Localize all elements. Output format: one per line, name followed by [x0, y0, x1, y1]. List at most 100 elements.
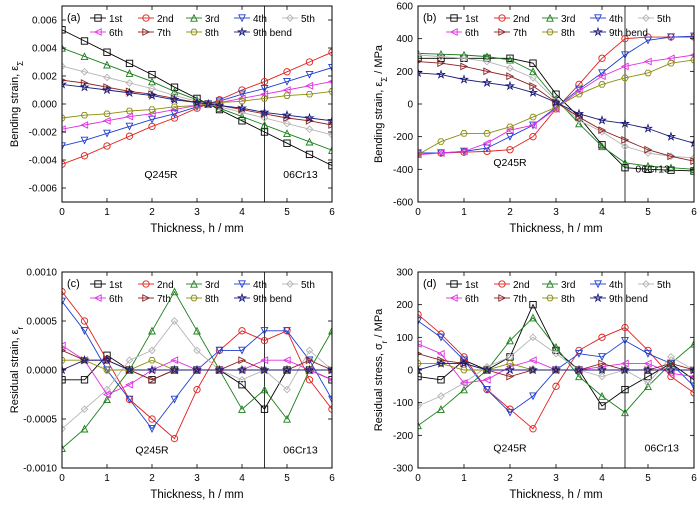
- data-point: [459, 379, 468, 387]
- data-point: [598, 69, 606, 78]
- data-point: [482, 375, 491, 384]
- data-point: [460, 130, 468, 137]
- data-point: [667, 59, 675, 67]
- y-tick-label: 600: [396, 2, 413, 13]
- data-point: [80, 111, 89, 119]
- data-point: [62, 356, 66, 364]
- legend-item: 7th: [138, 294, 171, 305]
- data-point: [644, 161, 652, 170]
- legend-marker: [546, 279, 554, 288]
- data-point: [621, 136, 630, 144]
- y-tick-label: 100: [396, 333, 413, 344]
- data-point: [621, 74, 629, 82]
- legend-item: 4th: [590, 280, 623, 291]
- data-point: [124, 87, 135, 98]
- series-7: [62, 88, 332, 122]
- legend-item: 7th: [138, 28, 171, 39]
- legend-item: 9th bend: [234, 26, 292, 39]
- x-tick-label: 1: [461, 473, 467, 484]
- legend-marker: [190, 294, 198, 302]
- legend-label: 1st: [109, 14, 123, 25]
- data-point: [283, 68, 291, 76]
- legend-item: 6th: [90, 294, 123, 305]
- data-point: [238, 327, 246, 335]
- x-tick-label: 0: [415, 207, 421, 218]
- data-point: [148, 415, 156, 423]
- data-point: [283, 77, 291, 86]
- y-axis-label: Residual strain, εr: [9, 326, 25, 413]
- legend-marker: [142, 280, 150, 288]
- y-tick-label: -100: [393, 398, 413, 409]
- x-tick-label: 6: [691, 473, 697, 484]
- series-line: [62, 359, 332, 371]
- data-point: [328, 88, 332, 95]
- legend-item: 7th: [494, 28, 527, 39]
- legend-label: 4th: [253, 280, 267, 291]
- legend-label: 5th: [657, 14, 671, 25]
- legend-item: 2nd: [494, 14, 530, 25]
- data-point: [305, 70, 314, 79]
- y-tick-label: 200: [396, 300, 413, 311]
- data-point: [665, 131, 677, 141]
- data-point: [148, 356, 156, 364]
- legend-item: 5th: [638, 280, 671, 291]
- data-point: [305, 125, 314, 134]
- data-point: [282, 356, 291, 365]
- data-point: [666, 54, 675, 63]
- y-tick-label: 0: [407, 100, 413, 111]
- data-point: [260, 336, 269, 345]
- data-point: [305, 150, 314, 159]
- data-point: [575, 350, 583, 358]
- data-point: [103, 142, 111, 150]
- data-point: [191, 97, 203, 107]
- legend-marker: [450, 14, 458, 22]
- data-point: [193, 346, 201, 355]
- y-tick-label: -0.006: [29, 184, 58, 195]
- legend-marker: [190, 279, 198, 288]
- data-point: [504, 80, 516, 91]
- data-point: [596, 115, 608, 125]
- legend-label: 1st: [465, 280, 479, 291]
- x-tick-label: 6: [691, 207, 697, 218]
- data-point: [283, 92, 291, 99]
- y-tick-label: -0.0005: [23, 415, 57, 426]
- region-label: 06Cr13: [283, 169, 318, 181]
- data-point: [328, 121, 332, 129]
- data-point: [418, 54, 422, 62]
- data-point: [203, 98, 214, 109]
- data-point: [642, 364, 654, 375]
- legend-item: 8th: [186, 28, 219, 39]
- legend-item: 6th: [446, 294, 479, 305]
- data-point: [437, 52, 445, 61]
- legend-label: 7th: [157, 294, 171, 305]
- data-point: [304, 112, 315, 123]
- legend-marker: [94, 280, 102, 288]
- data-point: [506, 64, 514, 72]
- data-point: [238, 90, 246, 99]
- plot-area: [62, 26, 332, 170]
- y-tick-label: 0.0010: [26, 268, 57, 279]
- data-point: [437, 333, 445, 342]
- data-point: [573, 108, 585, 119]
- data-point: [483, 130, 491, 137]
- region-label: 06Cr13: [283, 444, 318, 456]
- data-point: [148, 346, 156, 355]
- data-point: [103, 366, 111, 374]
- data-point: [62, 160, 66, 168]
- data-point: [260, 95, 269, 102]
- data-point: [80, 424, 89, 433]
- series-line: [62, 65, 332, 136]
- data-point: [237, 94, 246, 103]
- y-tick-label: -200: [393, 132, 413, 143]
- data-point: [326, 115, 332, 126]
- data-point: [62, 424, 66, 433]
- data-point: [460, 385, 468, 394]
- series-line: [62, 67, 332, 147]
- data-point: [619, 364, 631, 375]
- data-point: [619, 118, 631, 128]
- data-point: [643, 57, 652, 66]
- legend-marker: [498, 280, 506, 288]
- y-tick-label: 0: [407, 366, 413, 377]
- x-tick-label: 5: [284, 207, 290, 218]
